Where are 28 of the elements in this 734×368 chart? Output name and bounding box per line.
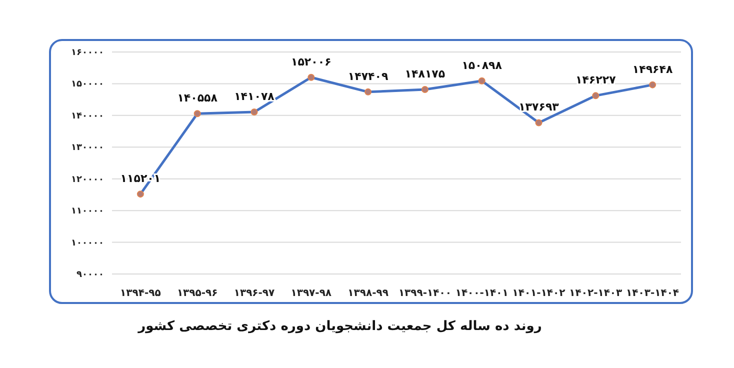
- y-tick-label: ۹۰۰۰۰: [76, 270, 104, 280]
- data-label: ۱۴۹۶۴۸: [632, 62, 673, 76]
- data-label: ۱۴۶۲۲۷: [576, 74, 616, 87]
- data-label: ۱۴۸۱۷۵: [404, 68, 446, 80]
- data-label: ۱۳۷۶۹۳: [518, 100, 560, 114]
- x-tick-label: ۱۴۰۳-۱۴۰۴: [626, 288, 680, 299]
- y-tick-label: ۱۰۰۰۰۰: [71, 238, 104, 248]
- y-tick-label: ۱۱۰۰۰۰: [71, 206, 104, 217]
- data-label: ۱۴۱۰۷۸: [234, 90, 275, 104]
- data-label: ۱۵۲۰۰۶: [291, 55, 332, 68]
- x-tick-label: ۱۳۹۶-۹۷: [234, 288, 275, 299]
- y-tick-label: ۱۳۰۰۰۰: [71, 143, 104, 154]
- x-tick-label: ۱۳۹۷-۹۸: [290, 288, 332, 299]
- text: روند ده ساله کل جمعیت دانشجویان دوره دکتری تخصصی کشور: [137, 319, 542, 334]
- x-tick-label: ۱۳۹۹-۱۴۰۰: [398, 288, 452, 299]
- data-label: ۱۴۷۴۰۹: [348, 70, 388, 83]
- y-tick-label: ۱۴۰۰۰۰: [71, 111, 104, 122]
- x-tick-label: ۱۳۹۴-۹۵: [120, 288, 161, 299]
- x-tick-label: ۱۴۰۲-۱۴۰۳: [569, 288, 622, 299]
- x-tick-label: ۱۳۹۵-۹۶: [176, 288, 218, 299]
- data-label: ۱۵۰۸۹۸: [462, 58, 502, 72]
- y-tick-label: ۱۶۰۰۰۰: [71, 48, 104, 58]
- x-tick-label: ۱۴۰۱-۱۴۰۲: [512, 288, 566, 299]
- data-label: ۱۴۰۵۵۸: [177, 92, 218, 105]
- y-tick-label: ۱۲۰۰۰۰: [71, 174, 104, 185]
- y-tick-label: ۱۵۰۰۰۰: [71, 80, 104, 90]
- x-tick-label: ۱۳۹۸-۹۹: [348, 288, 388, 299]
- x-tick-label: ۱۴۰۰-۱۴۰۱: [455, 288, 508, 299]
